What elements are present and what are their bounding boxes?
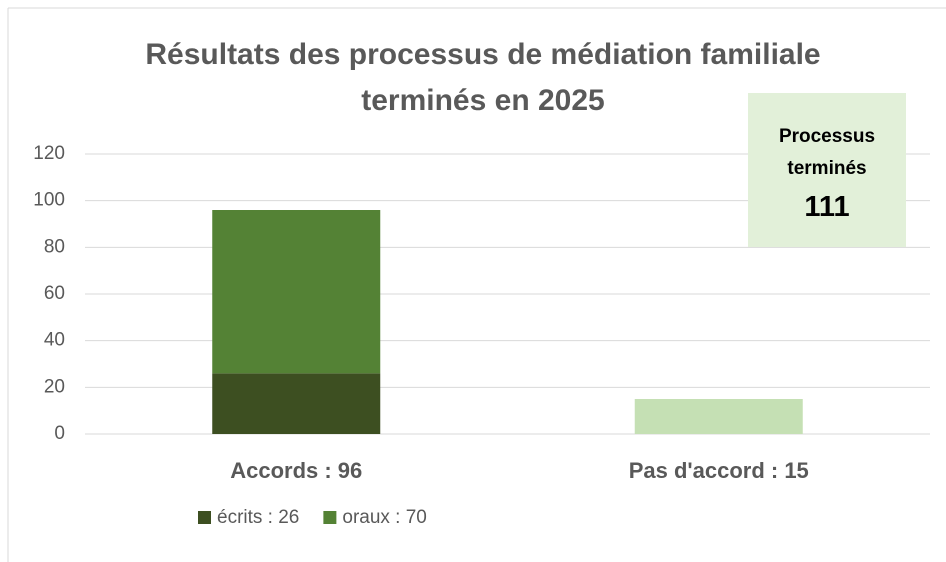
x-tick-label: Pas d'accord : 15 [629, 458, 809, 483]
bar-segment [634, 399, 803, 434]
y-tick-label: 60 [44, 283, 65, 304]
bar-segment [212, 373, 381, 434]
annotation-value: 111 [804, 191, 850, 223]
y-tick-label: 80 [44, 236, 65, 257]
y-tick-label: 20 [44, 376, 65, 397]
legend-swatch [323, 511, 337, 524]
y-tick-label: 0 [54, 423, 65, 444]
y-tick-label: 40 [44, 330, 65, 351]
y-tick-label: 100 [33, 190, 65, 211]
annotation-box: Processus terminés 111 [748, 93, 906, 247]
annotation-label: Processus terminés [778, 126, 876, 179]
legend-swatch [198, 511, 211, 524]
legend-label: écrits : 26 [217, 507, 299, 528]
bar-segment [212, 210, 381, 374]
x-tick-label: Accords : 96 [230, 458, 362, 483]
legend-label: oraux : 70 [342, 507, 427, 528]
chart-title: Résultats des processus de médiation fam… [145, 38, 821, 117]
y-tick-label: 120 [33, 143, 65, 164]
